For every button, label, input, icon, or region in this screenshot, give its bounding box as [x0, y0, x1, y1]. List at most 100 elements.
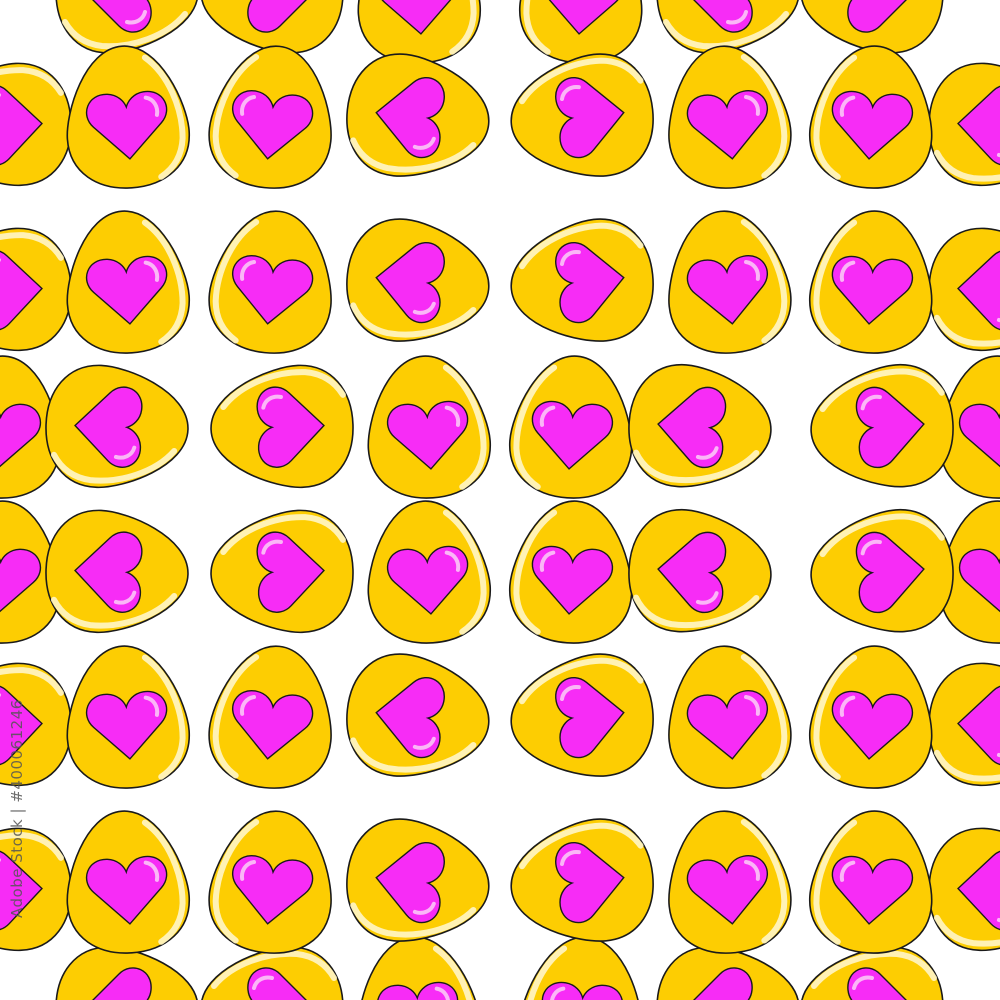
heart-highlight [560, 250, 581, 266]
egg-highlight [50, 448, 178, 484]
egg-icon [809, 645, 933, 789]
egg-icon [367, 500, 491, 644]
egg-highlight [819, 368, 945, 413]
egg-highlight [350, 737, 477, 773]
heart-highlight [560, 85, 581, 101]
egg-icon [668, 210, 792, 354]
heart-icon [375, 77, 445, 159]
egg-icon [668, 45, 792, 189]
heart-highlight [113, 445, 137, 460]
heart-icon [555, 77, 625, 159]
egg-highlight [819, 513, 945, 558]
egg-highlight [212, 54, 260, 179]
egg-icon [668, 810, 792, 954]
egg-highlight [813, 819, 858, 945]
heart-highlight [113, 590, 137, 605]
heart-highlight [240, 260, 256, 281]
heart-icon [555, 677, 625, 759]
heart-highlight [560, 685, 581, 701]
heart-highlight [695, 446, 719, 460]
heart-icon [232, 855, 314, 925]
heart-icon [686, 690, 768, 760]
heart-icon [256, 386, 325, 468]
egg-icon [367, 355, 491, 499]
heart-highlight [240, 695, 256, 716]
heart-icon [531, 400, 614, 470]
egg-highlight [740, 654, 788, 779]
heart-highlight [240, 95, 256, 116]
egg-highlight [519, 222, 644, 270]
heart-icon [386, 400, 469, 470]
heart-icon [74, 386, 143, 468]
heart-icon [232, 690, 314, 760]
heart-icon [855, 531, 925, 614]
egg-highlight [519, 657, 644, 705]
egg-icon [208, 45, 332, 189]
heart-highlight [744, 860, 760, 881]
egg-icon [346, 653, 490, 777]
heart-highlight [444, 405, 461, 427]
heart-icon [531, 545, 614, 615]
egg-icon [510, 53, 654, 177]
heart-icon [375, 842, 445, 924]
egg-highlight [513, 364, 558, 490]
egg-highlight [813, 654, 858, 780]
egg-highlight [519, 822, 644, 870]
heart-highlight [839, 860, 856, 882]
egg-icon [810, 509, 954, 633]
egg-highlight [350, 302, 477, 338]
egg-highlight [141, 819, 186, 945]
egg-icon [208, 645, 332, 789]
heart-highlight [143, 260, 160, 282]
egg-highlight [350, 902, 477, 938]
heart-icon [256, 531, 325, 613]
heart-highlight [412, 301, 436, 315]
egg-highlight [350, 137, 477, 173]
egg-highlight [519, 57, 644, 105]
heart-icon [855, 386, 925, 469]
stock-watermark-id: Adobe Stock | #400061246 [8, 699, 26, 918]
egg-highlight [442, 509, 487, 635]
egg-highlight [513, 509, 558, 635]
egg-icon [509, 500, 633, 644]
heart-icon [85, 690, 168, 760]
egg-icon [346, 218, 490, 342]
egg-highlight [220, 369, 346, 411]
egg-highlight [740, 54, 788, 179]
heart-highlight [539, 405, 556, 427]
heart-icon [831, 255, 914, 325]
heart-highlight [695, 591, 719, 605]
heart-icon [375, 242, 445, 324]
egg-icon [809, 810, 933, 954]
egg-highlight [220, 514, 346, 556]
heart-highlight [412, 136, 436, 150]
heart-highlight [744, 695, 760, 716]
egg-highlight [740, 819, 788, 944]
heart-highlight [444, 550, 461, 572]
heart-highlight [560, 850, 581, 866]
egg-highlight [633, 449, 760, 483]
inner-eggs [45, 45, 954, 954]
egg-highlight [141, 54, 186, 180]
heart-highlight [539, 550, 556, 572]
heart-highlight [839, 260, 856, 282]
egg-highlight [212, 654, 260, 779]
heart-icon [85, 90, 168, 160]
heart-icon [555, 842, 625, 924]
egg-icon [810, 364, 954, 488]
egg-highlight [633, 594, 760, 628]
egg-highlight [740, 219, 788, 344]
egg-highlight [813, 219, 858, 345]
heart-highlight [744, 260, 760, 281]
heart-highlight [261, 539, 283, 555]
egg-icon [510, 653, 654, 777]
egg-highlight [813, 54, 858, 180]
heart-icon [85, 255, 168, 325]
egg-icon [346, 818, 490, 942]
heart-icon [831, 855, 914, 925]
egg-highlight [50, 593, 178, 629]
egg-icon [628, 364, 772, 488]
egg-icon [509, 355, 633, 499]
